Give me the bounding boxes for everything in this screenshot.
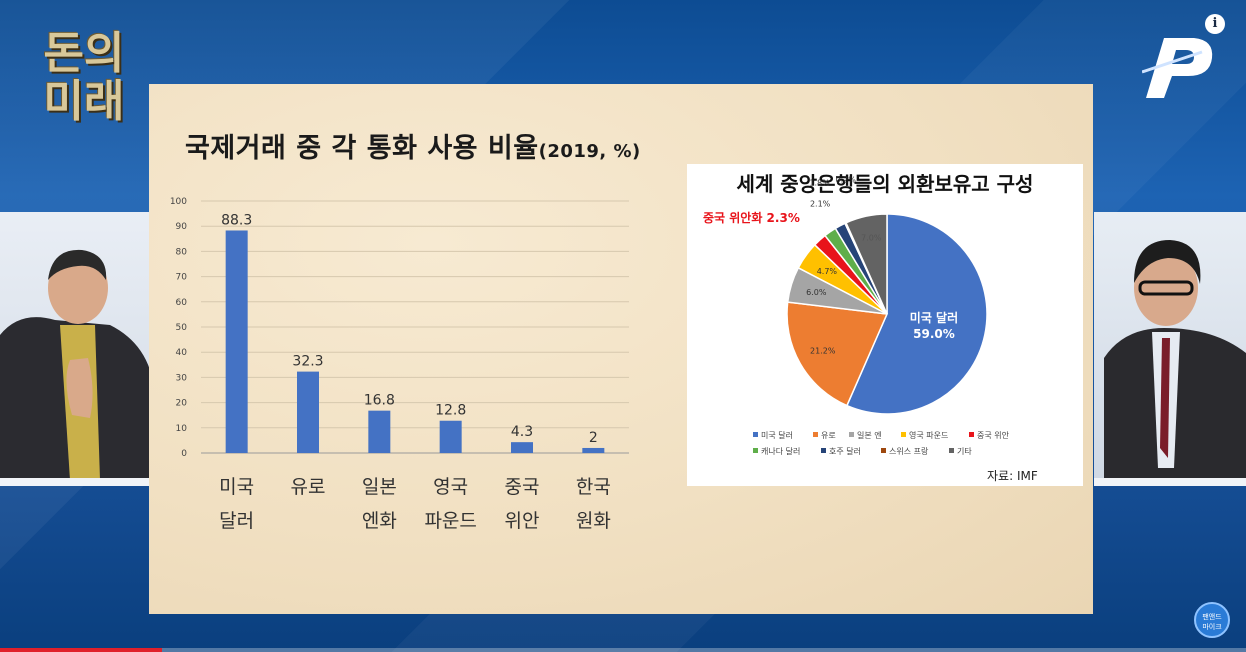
bar-y-tick-label: 90 <box>176 222 188 232</box>
bar-category-label: 중국 <box>505 476 540 498</box>
channel-logo-icon <box>1142 38 1213 98</box>
bar-value-label: 4.3 <box>511 424 533 440</box>
bar <box>582 447 605 453</box>
presentation-slide: 국제거래 중 각 통화 사용 비율(2019, %) 0 10 20 30 40 50 60… <box>149 84 1093 614</box>
badge-line-1: 팬앤드 <box>1202 613 1222 621</box>
bar-y-tick-label: 70 <box>176 273 188 283</box>
logo-line-1: 돈의 <box>43 28 125 79</box>
pie-legend-swatch <box>881 448 886 453</box>
bar-category-label-line2: 달러 <box>219 510 254 532</box>
pie-legend-label: 영국 파운드 <box>909 430 948 440</box>
pie-slice-label: 미국 달러 <box>910 310 958 325</box>
bar-y-tick-label: 10 <box>176 424 188 434</box>
bar-y-tick-label: 60 <box>176 298 188 308</box>
pie-legend-label: 캐나다 달러 <box>761 447 800 456</box>
bar-y-tick-label: 40 <box>176 348 188 358</box>
bar-category-label: 일본 <box>362 476 397 498</box>
bar <box>511 442 533 453</box>
pie-legend-swatch <box>969 432 974 437</box>
pie-slice-label: 2.1% <box>810 199 831 208</box>
video-progress-fill <box>0 648 162 652</box>
pie-legend-swatch <box>949 448 954 453</box>
desk-edge-left <box>0 478 150 486</box>
pie-slice-label-line2: 59.0% <box>913 327 955 341</box>
pie-slice-label: 중국 위안화 2.3% <box>703 210 800 225</box>
pie-slice-label: 7.0% <box>861 234 882 243</box>
bar-category-label-line2: 위안 <box>505 510 540 532</box>
pie-legend-swatch <box>901 432 906 437</box>
pie-slice-label: 0.2% <box>836 175 857 184</box>
pie-slice <box>845 213 888 315</box>
bar-value-label: 88.3 <box>221 212 252 228</box>
pie-legend-swatch <box>753 432 758 437</box>
pie-legend-label: 유로 <box>821 431 836 440</box>
pie-legend-label: 기타 <box>957 447 972 456</box>
bar-category-label: 영국 <box>433 476 468 498</box>
bar-value-label: 16.8 <box>364 393 395 409</box>
pie-slice-label: 1.8% <box>809 178 830 187</box>
pie-source: 자료: IMF <box>987 469 1038 483</box>
bar <box>297 371 319 453</box>
bar-y-tick-label: 0 <box>181 449 187 459</box>
bar-category-label-line2: 원화 <box>576 510 611 532</box>
pie-slice <box>786 301 889 407</box>
pie-legend-swatch <box>821 448 826 453</box>
pie-title: 세계 중앙은행들의 외환보유고 구성 <box>737 172 1034 196</box>
pie-legend-label: 일본 엔 <box>857 430 882 440</box>
bar-category-label-line2: 엔화 <box>362 510 397 532</box>
pie-slice-label: 21.2% <box>810 347 836 356</box>
bar-value-label: 12.8 <box>435 403 466 419</box>
pie-legend-label: 미국 달러 <box>761 431 793 440</box>
bar-value-label: 2 <box>589 430 598 446</box>
bar-chart-subtitle: (2019, %) <box>538 141 641 162</box>
bar-chart-title: 국제거래 중 각 통화 사용 비율(2019, %) <box>185 126 641 165</box>
pie-legend-swatch <box>813 432 818 437</box>
bar-y-tick-label: 100 <box>170 197 187 207</box>
host-left <box>0 249 150 480</box>
host-right <box>1104 240 1246 482</box>
logo-line-2: 미래 <box>43 76 125 127</box>
info-icon[interactable]: i <box>1205 14 1225 34</box>
desk-edge-right <box>1094 478 1246 486</box>
bar-y-tick-label: 50 <box>176 323 188 333</box>
bar-y-tick-label: 80 <box>176 247 188 257</box>
bar-chart-title-text: 국제거래 중 각 통화 사용 비율 <box>185 133 539 164</box>
pie-legend-label: 중국 위안 <box>977 430 1010 440</box>
bar-category-label-line2: 파운드 <box>424 510 476 532</box>
bar-y-tick-label: 30 <box>176 373 188 383</box>
pie-slice-label: 4.7% <box>817 267 838 276</box>
bar <box>439 420 462 453</box>
pie-slice <box>845 213 988 415</box>
pie-legend-swatch <box>849 432 854 437</box>
pie-slice-label: 6.0% <box>806 288 827 297</box>
pie-legend-label: 스위스 프랑 <box>889 446 929 456</box>
channel-badge[interactable]: 팬앤드 마이크 <box>1194 602 1230 638</box>
show-logo: 돈의 미래 <box>34 30 134 134</box>
bar-value-label: 32.3 <box>292 354 323 370</box>
pie-legend-swatch <box>753 448 758 453</box>
bar-y-tick-label: 20 <box>176 399 188 409</box>
bar-category-label: 유로 <box>291 476 326 498</box>
bar-category-label: 미국 <box>219 476 254 498</box>
badge-line-2: 마이크 <box>1202 623 1222 631</box>
bar <box>225 230 248 453</box>
video-progress-bar[interactable] <box>0 648 1246 652</box>
bar-category-label: 한국 <box>576 476 611 498</box>
bar <box>368 410 391 453</box>
pie-legend-label: 호주 달러 <box>829 447 861 456</box>
